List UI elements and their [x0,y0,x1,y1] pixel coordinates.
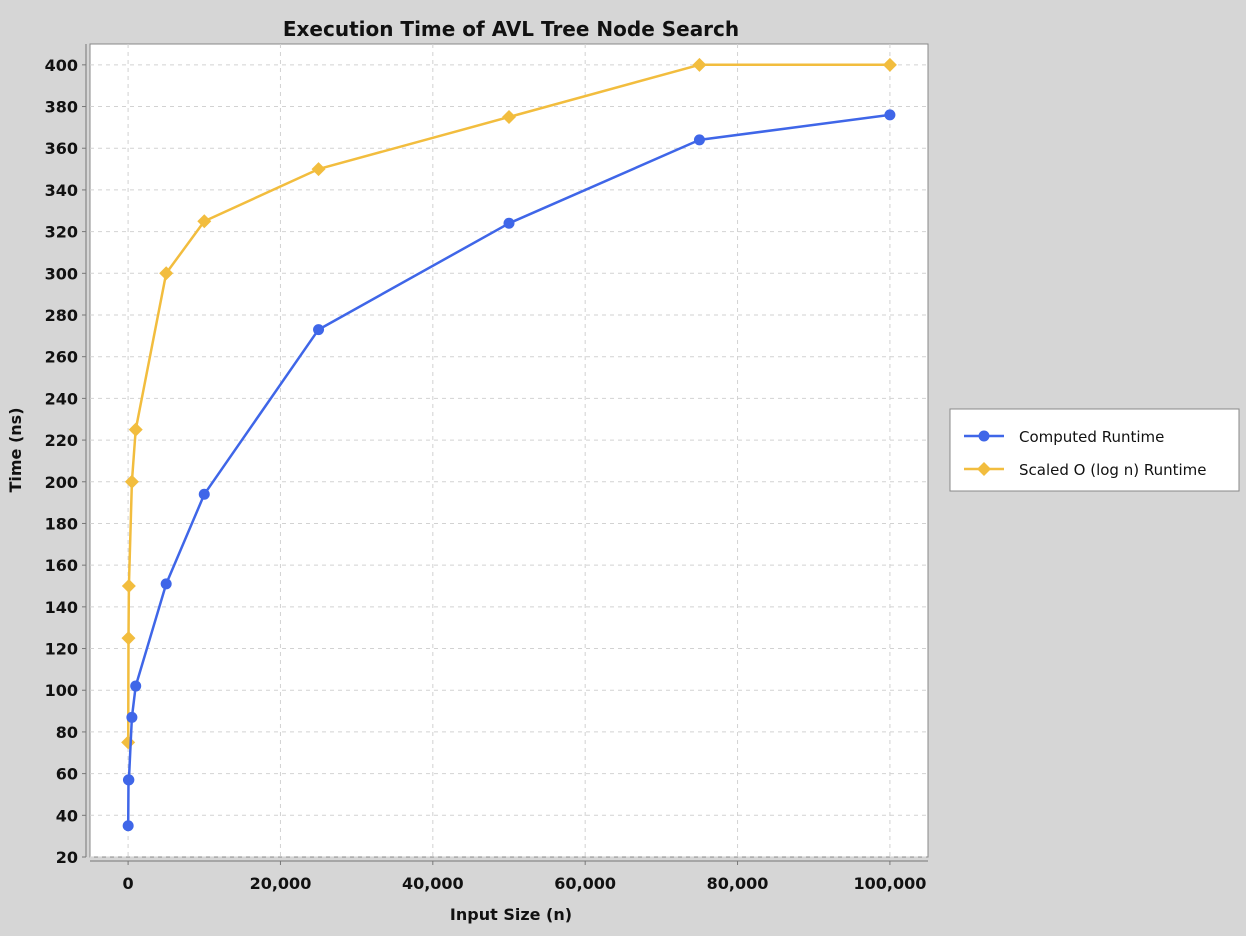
y-tick-label: 400 [45,56,78,75]
y-tick-label: 380 [45,98,78,117]
y-tick-label: 200 [45,473,78,492]
y-tick-label: 260 [45,348,78,367]
y-tick-label: 180 [45,514,78,533]
x-tick-label: 20,000 [250,874,312,893]
data-point-computed-runtime [122,820,134,832]
data-point-scaled-log-runtime [121,579,136,593]
y-tick-label: 140 [45,598,78,617]
chart-title: Execution Time of AVL Tree Node Search [283,17,739,41]
data-point-scaled-log-runtime [882,57,897,72]
data-point-scaled-log-runtime [502,109,516,124]
legend-label-scaled-log-runtime: Scaled O (log n) Runtime [1019,461,1207,479]
y-tick-label: 80 [56,723,78,742]
y-tick-label: 320 [45,223,78,242]
legend-marker-computed-runtime [978,430,990,442]
series-layer [121,57,897,832]
x-tick-label: 60,000 [554,874,616,893]
x-tick-label: 100,000 [853,874,926,893]
data-point-computed-runtime [313,324,325,336]
data-point-scaled-log-runtime [121,631,136,646]
x-axis-label: Input Size (n) [450,905,572,924]
y-tick-label: 360 [45,139,78,158]
data-point-computed-runtime [693,134,705,146]
y-axis-label: Time (ns) [6,407,25,492]
data-point-computed-runtime [160,578,172,590]
x-tick-label: 40,000 [402,874,464,893]
legend: Computed Runtime Scaled O (log n) Runtim… [949,408,1240,492]
grid [90,44,928,858]
data-point-scaled-log-runtime [128,422,143,437]
y-tick-label: 220 [45,431,78,450]
x-tick-label: 0 [123,874,134,893]
y-tick-label: 300 [45,264,78,283]
y-tick-label: 160 [45,556,78,575]
axes: 0 20,000 40,000 60,000 80,000 100,000 20 40 60 80… [45,44,928,893]
legend-box [949,408,1240,492]
y-tick-label: 20 [56,848,78,867]
legend-marker-scaled-log-runtime [977,462,991,476]
y-tick-label: 280 [45,306,78,325]
y-tick-label: 60 [56,765,78,784]
data-point-computed-runtime [503,217,515,229]
data-point-computed-runtime [123,774,135,786]
data-point-scaled-log-runtime [311,162,326,177]
data-point-scaled-log-runtime [692,57,707,72]
data-point-scaled-log-runtime [197,214,212,229]
data-point-computed-runtime [130,680,142,692]
y-tick-label: 120 [45,640,78,659]
y-tick-label: 40 [56,806,78,825]
plot-area [89,43,929,858]
data-point-scaled-log-runtime [159,266,174,281]
y-tick-label: 100 [45,681,78,700]
y-tick-label: 340 [45,181,78,200]
data-point-scaled-log-runtime [124,474,139,489]
y-tick-label: 240 [45,389,78,408]
data-point-computed-runtime [884,109,896,121]
data-point-computed-runtime [126,711,138,723]
legend-label-computed-runtime: Computed Runtime [1019,428,1164,446]
data-point-computed-runtime [198,488,210,500]
x-tick-label: 80,000 [707,874,769,893]
